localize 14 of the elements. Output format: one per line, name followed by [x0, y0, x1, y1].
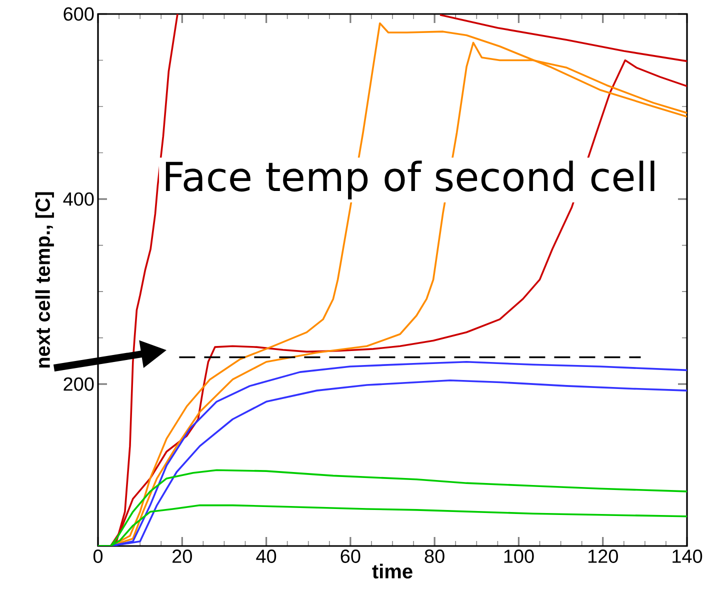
x-axis-title: time: [372, 564, 412, 579]
x-tick-label: 40: [256, 550, 276, 563]
y-tick-label: 200: [64, 377, 94, 391]
x-tick-label: 140: [672, 550, 702, 563]
y-tick-label: 400: [63, 192, 94, 206]
x-tick-label: 120: [588, 550, 618, 563]
x-tick-label: 20: [172, 550, 192, 563]
annotation: Face temp of second cell: [166, 160, 654, 200]
x-tick-label: 100: [504, 550, 534, 563]
x-tick-label: 80: [424, 550, 444, 563]
y-tick-label: 600: [64, 7, 94, 21]
y-axis-title: next cell temp., [C]: [35, 192, 54, 368]
x-tick-label: 60: [340, 550, 360, 563]
x-tick-label: 0: [93, 550, 103, 563]
